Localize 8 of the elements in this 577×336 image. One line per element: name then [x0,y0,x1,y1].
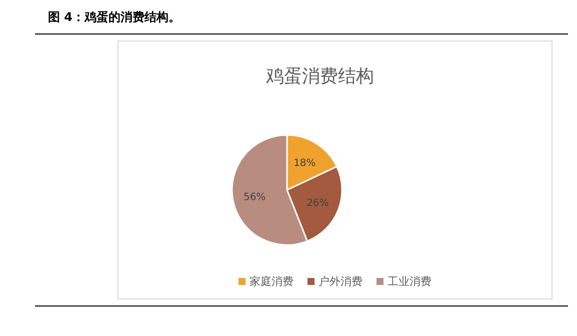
data-label: 56% [243,192,266,204]
data-label: 18% [294,158,316,170]
caption: 图 4：鸡蛋的消费结构。 [48,10,181,24]
data-label: 26% [306,198,329,210]
chart-title: 鸡蛋消费结构 [265,66,374,87]
legend-label: 家庭消费 [250,275,294,288]
legend-label: 户外消费 [318,275,362,288]
legend-label: 工业消费 [388,275,432,288]
